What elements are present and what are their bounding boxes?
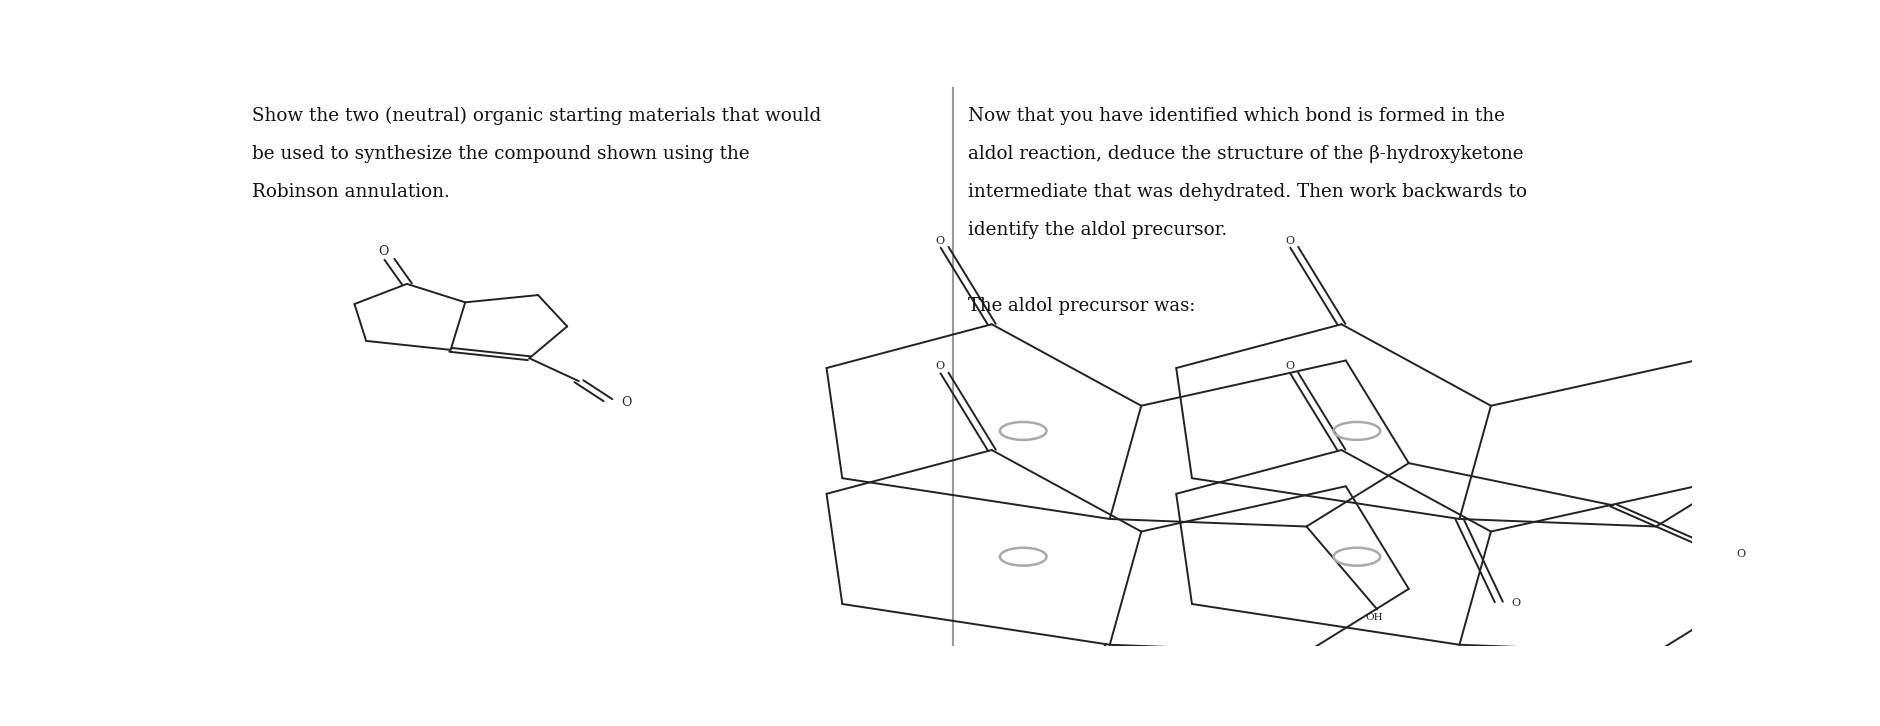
Text: intermediate that was dehydrated. Then work backwards to: intermediate that was dehydrated. Then w… [968,183,1527,200]
Text: The aldol precursor was:: The aldol precursor was: [968,297,1196,315]
Text: Robinson annulation.: Robinson annulation. [252,183,451,200]
Text: O: O [622,396,632,409]
Text: Show the two (neutral) organic starting materials that would: Show the two (neutral) organic starting … [252,107,822,125]
Text: O: O [936,235,946,245]
Text: O: O [1286,362,1295,372]
Text: O: O [936,362,946,372]
Text: O: O [1286,235,1295,245]
Text: O: O [1737,549,1745,559]
Text: OH: OH [1365,613,1384,622]
Text: aldol reaction, deduce the structure of the β-hydroxyketone: aldol reaction, deduce the structure of … [968,144,1523,163]
Text: be used to synthesize the compound shown using the: be used to synthesize the compound shown… [252,144,750,163]
Text: identify the aldol precursor.: identify the aldol precursor. [968,221,1228,239]
Text: Now that you have identified which bond is formed in the: Now that you have identified which bond … [968,107,1504,125]
Text: O: O [378,245,389,258]
Text: O: O [1512,598,1521,608]
